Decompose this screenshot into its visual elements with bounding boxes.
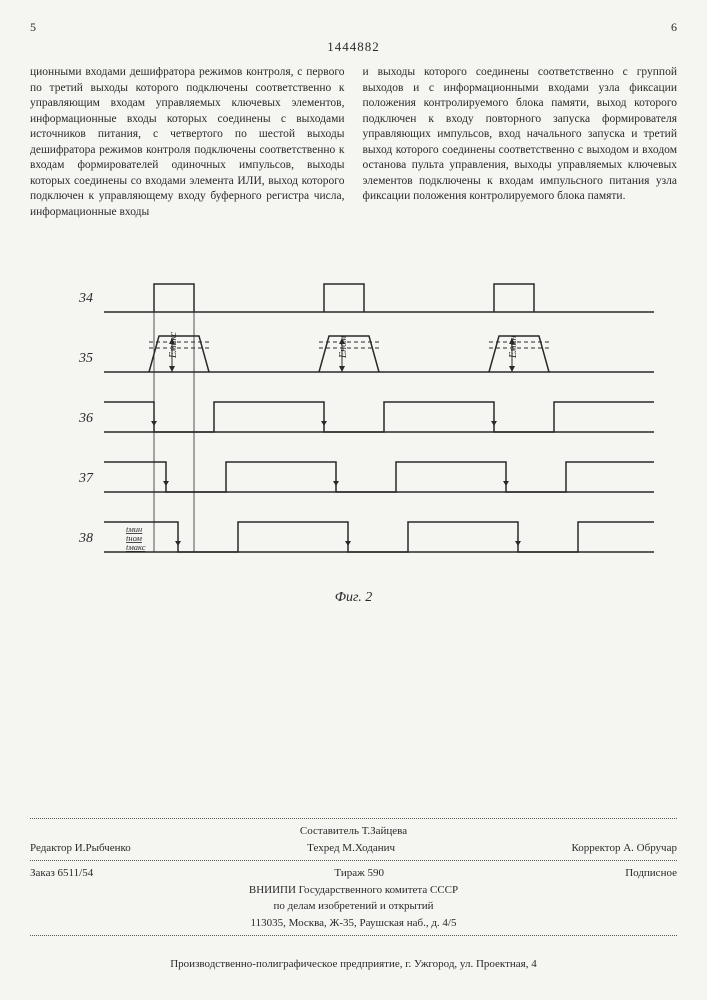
left-column: ционными входами дешифратора режимов кон… [30,65,345,220]
podpisnoe: Подписное [625,865,677,882]
doc-number: 1444882 [30,39,677,55]
svg-text:35: 35 [78,351,93,366]
svg-text:Eном: Eном [338,335,349,359]
svg-text:36: 36 [78,411,93,426]
tirazh: Тираж 590 [334,865,384,882]
compiler: Составитель Т.Зайцева [30,823,677,840]
address: 113035, Москва, Ж-35, Раушская наб., д. … [30,915,677,932]
corrector: Корректор А. Обручар [571,840,677,857]
body-text: ционными входами дешифратора режимов кон… [30,65,677,220]
right-text: и выходы которого соединены соответствен… [363,66,678,202]
svg-text:37: 37 [78,471,94,486]
bottom-line: Производственно-полиграфическое предприя… [30,958,677,970]
svg-text:Eмакс: Eмакс [168,331,179,359]
org2: по делам изобретений и открытий [30,898,677,915]
right-column: и выходы которого соединены соответствен… [363,65,678,220]
order: Заказ 6511/54 [30,865,93,882]
svg-text:34: 34 [78,291,93,306]
left-text: ционными входами дешифратора режимов кон… [30,66,345,218]
svg-text:tмакс: tмакс [126,542,146,552]
editor: Редактор И.Рыбченко [30,840,131,857]
org1: ВНИИПИ Государственного комитета СССР [30,882,677,899]
figure-label: Фиг. 2 [30,590,677,606]
page-right: 6 [671,20,677,35]
svg-text:Eмин: Eмин [508,336,519,359]
page-left: 5 [30,20,36,35]
footer: Составитель Т.Зайцева Редактор И.Рыбченк… [30,814,677,940]
timing-diagram: 34t35tEмаксEномEмин36t37t38ttминtномtмак… [54,240,654,570]
svg-text:38: 38 [78,531,93,546]
tehred: Техред М.Ходанич [307,840,395,857]
